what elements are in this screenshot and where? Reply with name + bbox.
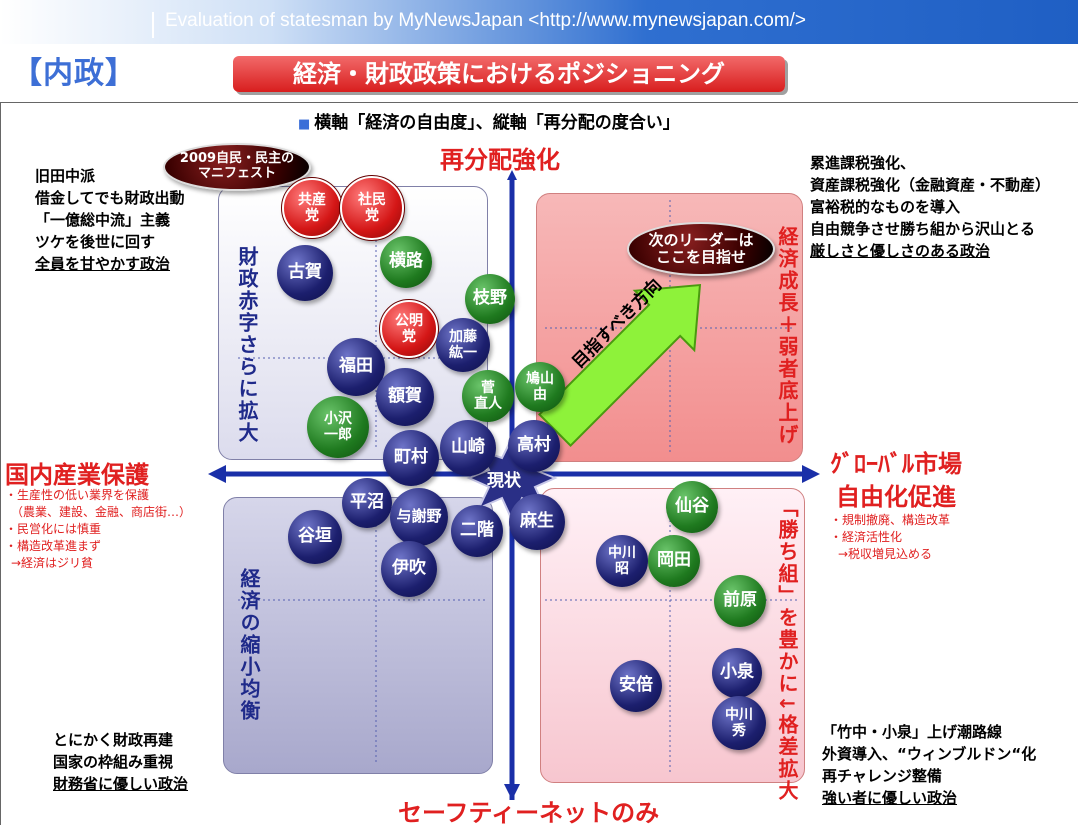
politician-marker: 小泉 bbox=[712, 648, 762, 698]
politician-marker: 古賀 bbox=[277, 245, 333, 301]
horizontal-axis-right-arrow bbox=[802, 465, 820, 483]
note-summary: 財務省に優しい政治 bbox=[53, 775, 189, 793]
note-line: 資産課税強化（金融資産・不動産） bbox=[810, 176, 1051, 194]
politician-marker: 麻生 bbox=[509, 494, 565, 550]
note-line: 再チャレンジ整備 bbox=[822, 767, 942, 785]
politician-marker: 二階 bbox=[451, 505, 503, 557]
main-title: 経済・財政政策におけるポジショニング bbox=[233, 56, 785, 92]
bullet-square-icon: ■ bbox=[298, 117, 311, 132]
policy-line: （農業、建設、金融、商店街…） bbox=[11, 505, 192, 519]
quadrant-label-top-left: 財政赤字さらに拡大 bbox=[235, 246, 259, 444]
politician-marker: 町村 bbox=[383, 430, 439, 486]
note-line: 自由競争させ勝ち組から沢山とる bbox=[810, 220, 1036, 238]
quadrant-label-bottom-left: 経済の縮小均衡 bbox=[237, 568, 261, 722]
note-line: 国家の枠組み重視 bbox=[53, 753, 174, 771]
note-summary: 厳しさと優しさのある政治 bbox=[810, 242, 991, 260]
politician-marker: 共産 党 bbox=[281, 177, 343, 239]
quadrant-bottom-left bbox=[223, 497, 493, 774]
politician-marker: 枝野 bbox=[465, 274, 515, 324]
politician-marker: 中川 秀 bbox=[712, 696, 766, 750]
note-line: ツケを後世に回す bbox=[35, 233, 156, 251]
note-line: 「竹中・小泉」上げ潮路線 bbox=[822, 723, 1003, 741]
politician-marker: 岡田 bbox=[648, 535, 700, 587]
policy-line: →経済はジリ貧 bbox=[11, 556, 94, 570]
note-line: 借金してでも財政出動 bbox=[35, 189, 185, 207]
note-line: とにかく財政再建 bbox=[53, 731, 174, 749]
politician-marker: 額賀 bbox=[376, 368, 434, 426]
policy-line: →税収増見込める bbox=[838, 547, 933, 561]
header-bar bbox=[0, 0, 1078, 44]
horizontal-axis-left-arrow bbox=[208, 465, 226, 483]
note-top-right: 累進課税強化、 資産課税強化（金融資産・不動産） 富裕税的なものを導入 自由競争… bbox=[810, 152, 1050, 262]
politician-marker: 社民 党 bbox=[339, 175, 405, 241]
direction-arrow bbox=[538, 283, 702, 447]
axis-left-label: 国内産業保護 bbox=[5, 461, 149, 489]
politician-marker: 与謝野 bbox=[390, 488, 448, 546]
politician-marker: 高村 bbox=[508, 420, 560, 472]
note-bottom-left: とにかく財政再建 国家の枠組み重視 財務省に優しい政治 bbox=[53, 729, 188, 795]
subtitle-text: 横軸「経済の自由度」、縦軸「再分配の度合い」 bbox=[314, 113, 680, 133]
left-policy-notes: ・生産性の低い業界を保護 （農業、建設、金融、商店街…） ・民営化には慎重 ・構… bbox=[5, 487, 191, 572]
manifesto-oval: 2009自民・民主の マニフェスト bbox=[163, 143, 311, 191]
politician-marker: 平沼 bbox=[342, 478, 392, 528]
axis-bottom-label: セーフティーネットのみ bbox=[398, 799, 660, 827]
politician-marker: 中川 昭 bbox=[596, 535, 648, 587]
subtitle: ■ 横軸「経済の自由度」、縦軸「再分配の度合い」 bbox=[298, 108, 680, 133]
center-label: 現状 bbox=[487, 471, 521, 491]
politician-marker: 伊吹 bbox=[381, 541, 437, 597]
axis-right-label-2: 自由化促進 bbox=[836, 483, 956, 511]
policy-line: ・規制撤廃、構造改革 bbox=[830, 513, 951, 527]
politician-marker: 前原 bbox=[714, 575, 766, 627]
vertical-axis-bottom-arrow bbox=[504, 784, 520, 800]
politician-marker: 山崎 bbox=[440, 420, 496, 476]
note-line: 外資導入、“ウィンブルドン“化 bbox=[822, 745, 1037, 763]
policy-line: ・経済活性化 bbox=[830, 530, 903, 544]
policy-line: ・民営化には慎重 bbox=[5, 522, 102, 536]
header-separator bbox=[152, 12, 154, 38]
politician-marker: 仙谷 bbox=[666, 481, 718, 533]
policy-line: ・構造改革進まず bbox=[5, 539, 102, 553]
note-summary: 強い者に優しい政治 bbox=[822, 789, 958, 807]
header-text: Evaluation of statesman by MyNewsJapan <… bbox=[165, 10, 807, 31]
quadrant-label-top-right: 経済成長＋弱者底上げ bbox=[775, 226, 799, 446]
next-leader-oval: 次のリーダーは ここを目指せ bbox=[627, 222, 775, 276]
quadrant-label-bottom-right: 「勝ち組」を豊かに↓格差拡大 bbox=[775, 497, 799, 802]
axis-top-label: 再分配強化 bbox=[440, 146, 560, 174]
politician-marker: 鳩山 由 bbox=[515, 362, 565, 412]
note-top-left: 旧田中派 借金してでも財政出動 「一億総中流」主義 ツケを後世に回す 全員を甘や… bbox=[35, 165, 185, 275]
policy-line: ・生産性の低い業界を保護 bbox=[5, 488, 150, 502]
note-line: 累進課税強化、 bbox=[810, 154, 916, 172]
politician-marker: 菅 直人 bbox=[462, 370, 514, 422]
axis-right-label-1: ｸﾞﾛｰﾊﾞﾙ市場 bbox=[830, 450, 962, 478]
politician-marker: 公明 党 bbox=[379, 299, 439, 359]
politician-marker: 安倍 bbox=[610, 660, 662, 712]
note-line: 旧田中派 bbox=[35, 167, 96, 185]
note-line: 富裕税的なものを導入 bbox=[810, 198, 961, 216]
note-summary: 全員を甘やかす政治 bbox=[35, 255, 171, 273]
right-policy-notes: ・規制撤廃、構造改革 ・経済活性化 →税収増見込める bbox=[830, 512, 950, 563]
politician-marker: 谷垣 bbox=[288, 510, 342, 564]
politician-marker: 小沢 一郎 bbox=[307, 396, 369, 458]
note-bottom-right: 「竹中・小泉」上げ潮路線 外資導入、“ウィンブルドン“化 再チャレンジ整備 強い… bbox=[822, 721, 1036, 809]
politician-marker: 福田 bbox=[327, 338, 385, 396]
politician-marker: 加藤 紘一 bbox=[436, 318, 490, 372]
section-title: 【内政】 bbox=[12, 56, 136, 91]
politician-marker: 横路 bbox=[380, 236, 432, 288]
note-line: 「一億総中流」主義 bbox=[35, 211, 171, 229]
diagram-frame bbox=[0, 102, 1078, 825]
